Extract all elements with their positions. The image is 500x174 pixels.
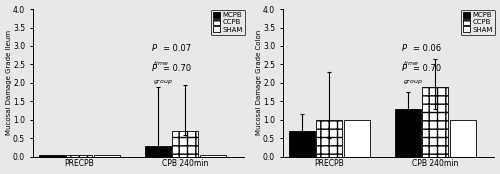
Bar — [344, 120, 370, 157]
Bar — [316, 120, 342, 157]
Text: = 0.07: = 0.07 — [163, 44, 191, 53]
Bar — [394, 109, 420, 157]
Text: $P$: $P$ — [152, 42, 158, 53]
Bar — [144, 146, 171, 157]
Text: $group$: $group$ — [154, 77, 174, 86]
Text: $group$: $group$ — [404, 77, 423, 86]
Bar — [200, 155, 226, 157]
Text: = 0.70: = 0.70 — [413, 64, 441, 73]
Text: $P$: $P$ — [402, 62, 408, 73]
Bar — [288, 131, 315, 157]
Text: = 0.06: = 0.06 — [413, 44, 441, 53]
Y-axis label: Mucosal Damage Grade Ileum: Mucosal Damage Grade Ileum — [6, 30, 12, 135]
Bar — [172, 131, 198, 157]
Legend: MCPB, CCPB, SHAM: MCPB, CCPB, SHAM — [461, 10, 495, 35]
Text: $time$: $time$ — [154, 59, 169, 67]
Text: $time$: $time$ — [404, 59, 419, 67]
Y-axis label: Mucosal Damage Grade Colon: Mucosal Damage Grade Colon — [256, 30, 262, 136]
Text: $P$: $P$ — [402, 42, 408, 53]
Bar — [94, 155, 120, 157]
Text: = 0.70: = 0.70 — [163, 64, 191, 73]
Legend: MCPB, CCPB, SHAM: MCPB, CCPB, SHAM — [211, 10, 245, 35]
Bar — [450, 120, 475, 157]
Text: $P$: $P$ — [152, 62, 158, 73]
Bar — [422, 86, 448, 157]
Bar — [38, 155, 65, 157]
Bar — [66, 155, 92, 157]
